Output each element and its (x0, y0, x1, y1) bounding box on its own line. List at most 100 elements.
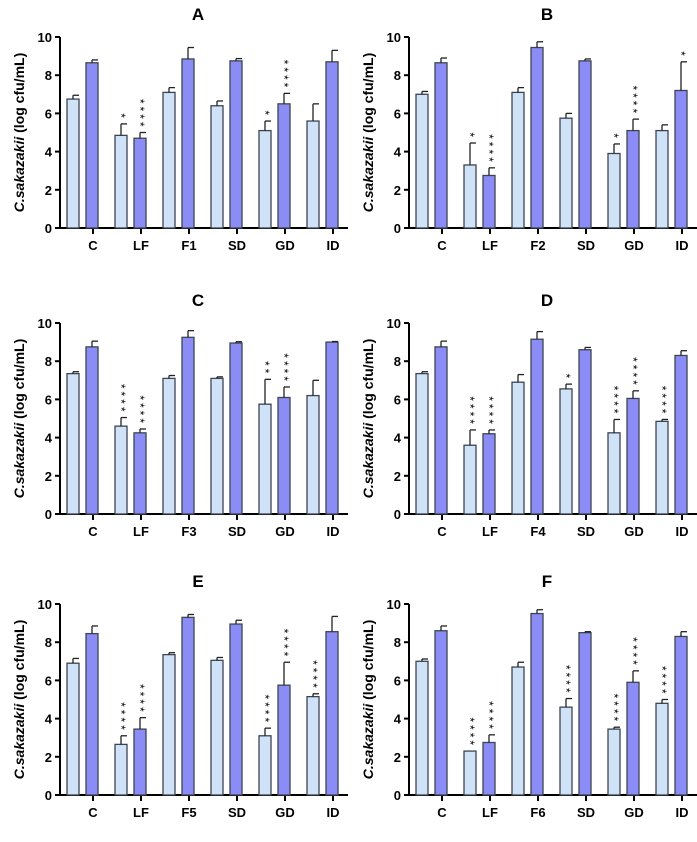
significance-stars: **** (133, 395, 147, 426)
significance-stars: **** (482, 134, 496, 165)
bar-dark (85, 62, 99, 229)
chart-title: C (192, 291, 204, 310)
y-tick-label: 0 (45, 221, 52, 236)
significance-stars: **** (463, 396, 477, 427)
bar-dark (482, 174, 496, 229)
bar-dark (277, 396, 291, 515)
significance-stars: * (559, 373, 573, 381)
y-axis-label: C.sakazakii (log cfu/mL) (360, 53, 376, 213)
bar-light (210, 659, 224, 796)
bar-dark (133, 137, 147, 229)
y-axis-label: C.sakazakii (log cfu/mL) (11, 339, 27, 499)
bar-light (66, 98, 80, 229)
x-tick-label: LF (133, 805, 149, 820)
y-tick-label: 8 (45, 635, 52, 650)
bar-dark (325, 341, 339, 515)
bar-dark (482, 741, 496, 796)
x-tick-label: ID (676, 524, 689, 539)
y-tick-label: 0 (394, 788, 401, 803)
bar-dark (229, 342, 243, 515)
bar-light (559, 117, 573, 229)
significance-stars: **** (607, 694, 621, 725)
x-tick-label: F2 (530, 238, 545, 253)
significance-stars: **** (559, 665, 573, 696)
y-tick-label: 6 (45, 673, 52, 688)
bar-light (306, 695, 320, 796)
bar-light (511, 91, 525, 229)
x-tick-label: C (88, 238, 98, 253)
x-tick-label: GD (624, 805, 644, 820)
x-tick-label: F6 (530, 805, 545, 820)
bar-dark (626, 397, 640, 515)
x-tick-label: SD (577, 805, 595, 820)
significance-stars: **** (626, 357, 640, 388)
x-tick-label: LF (133, 238, 149, 253)
bar-dark (85, 632, 99, 796)
x-tick-label: GD (624, 524, 644, 539)
bar-dark (530, 338, 544, 515)
bar-dark (229, 60, 243, 229)
bar-dark (277, 103, 291, 229)
bar-dark (578, 60, 592, 229)
bar-dark (434, 346, 448, 515)
significance-stars: **** (133, 684, 147, 715)
bar-light (415, 372, 429, 515)
y-axis-label: C.sakazakii (log cfu/mL) (11, 620, 27, 780)
bar-light (114, 425, 128, 515)
chart-title: D (541, 291, 553, 310)
panel-a: A C.sakazakii (log cfu/mL) 0 2 4 6 8 10 C LF * ****… (0, 0, 348, 275)
y-tick-label: 8 (394, 354, 401, 369)
panel-d: D C.sakazakii (log cfu/mL) 0 2 4 6 8 10 C LF **** *… (349, 286, 697, 561)
y-tick-label: 0 (394, 507, 401, 522)
bar-light (162, 91, 176, 229)
bar-dark (277, 684, 291, 796)
y-tick-label: 8 (394, 68, 401, 83)
y-tick-label: 4 (45, 431, 53, 446)
y-tick-label: 6 (45, 392, 52, 407)
bar-dark (434, 62, 448, 229)
x-tick-label: GD (275, 524, 295, 539)
bar-dark (133, 728, 147, 796)
x-tick-label: C (437, 524, 447, 539)
bar-light (210, 105, 224, 229)
y-tick-label: 2 (45, 469, 52, 484)
significance-stars: **** (482, 396, 496, 427)
x-tick-label: C (437, 805, 447, 820)
x-tick-label: SD (228, 805, 246, 820)
bar-light (258, 403, 272, 515)
bar-dark (674, 354, 688, 515)
bar-light (511, 381, 525, 515)
x-tick-label: GD (275, 238, 295, 253)
y-tick-label: 8 (394, 635, 401, 650)
y-tick-label: 2 (45, 750, 52, 765)
y-tick-label: 6 (45, 106, 52, 121)
y-tick-label: 0 (45, 507, 52, 522)
panel-f: F C.sakazakii (log cfu/mL) 0 2 4 6 8 10 C LF **** *… (349, 567, 697, 842)
panel-e: E C.sakazakii (log cfu/mL) 0 2 4 6 8 10 C LF **** *… (0, 567, 348, 842)
x-tick-label: ID (327, 238, 340, 253)
significance-stars: * (607, 133, 621, 141)
y-axis-label: C.sakazakii (log cfu/mL) (360, 339, 376, 499)
bar-light (463, 750, 477, 796)
significance-stars: * (114, 113, 128, 121)
x-tick-label: SD (577, 238, 595, 253)
bar-dark (181, 616, 195, 796)
bar-light (210, 377, 224, 515)
significance-stars: **** (463, 717, 477, 748)
significance-stars: **** (277, 629, 291, 660)
x-tick-label: GD (624, 238, 644, 253)
bar-light (66, 372, 80, 515)
bar-light (463, 444, 477, 515)
bar-light (559, 388, 573, 515)
y-tick-label: 6 (394, 392, 401, 407)
x-tick-label: F5 (181, 805, 196, 820)
x-tick-label: SD (228, 524, 246, 539)
bar-light (559, 706, 573, 796)
significance-stars: **** (114, 702, 128, 733)
y-tick-label: 10 (38, 30, 52, 45)
bar-dark (674, 89, 688, 229)
significance-stars: **** (306, 660, 320, 691)
